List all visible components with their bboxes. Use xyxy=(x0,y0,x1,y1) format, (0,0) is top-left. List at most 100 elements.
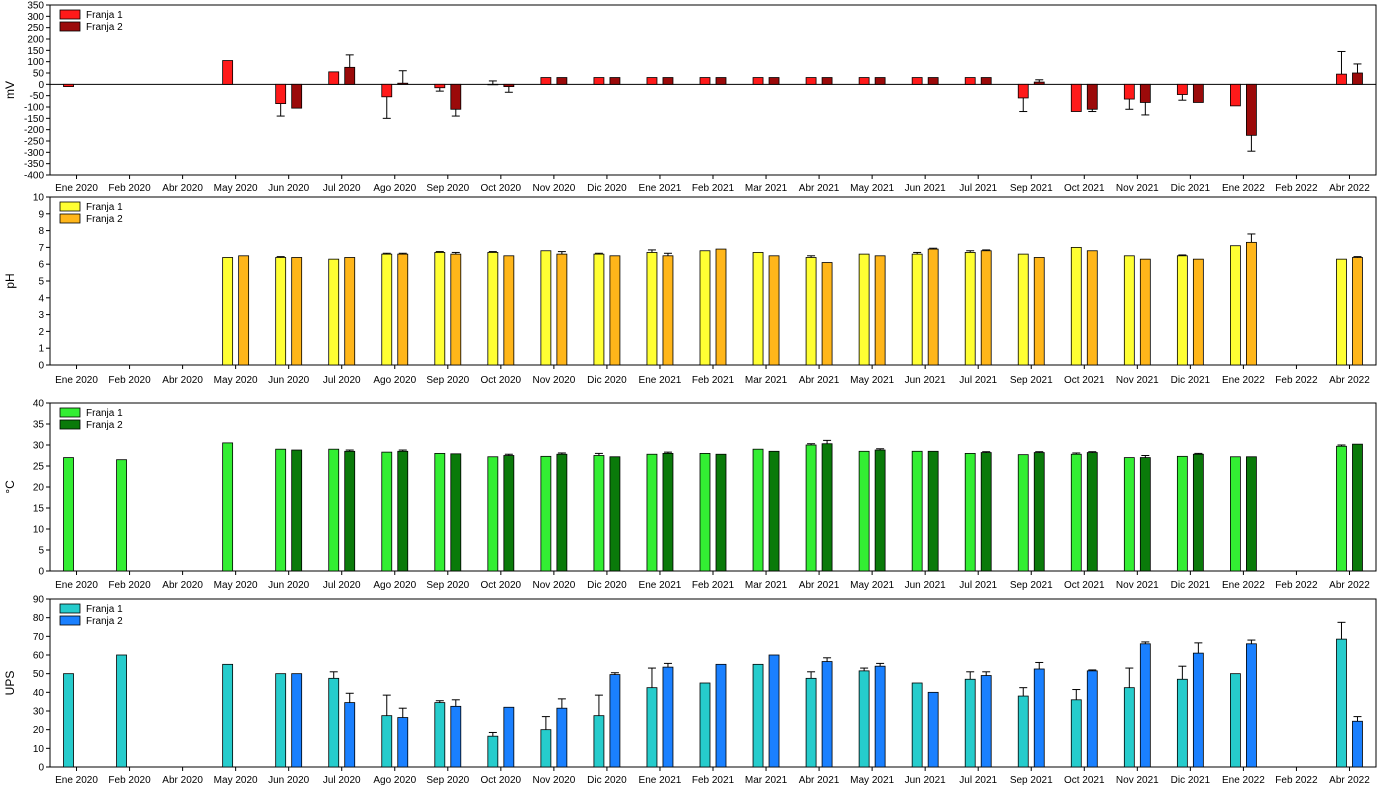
x-tick-label: Jun 2021 xyxy=(905,183,947,194)
x-tick-label: Abr 2022 xyxy=(1329,375,1370,386)
y-tick-label: 0 xyxy=(38,763,44,774)
legend-label: Franja 2 xyxy=(86,616,123,627)
y-tick-label: 3 xyxy=(38,310,44,321)
x-tick-label: Sep 2021 xyxy=(1010,580,1053,591)
x-tick-label: May 2020 xyxy=(214,375,258,386)
x-tick-label: Sep 2020 xyxy=(426,580,469,591)
x-tick-label: Feb 2022 xyxy=(1275,183,1318,194)
bar xyxy=(822,263,832,365)
bar xyxy=(716,664,726,767)
y-tick-label: 40 xyxy=(33,688,45,699)
bar xyxy=(435,703,445,767)
x-tick-label: Feb 2022 xyxy=(1275,375,1318,386)
y-tick-label: 350 xyxy=(27,1,44,12)
bar xyxy=(806,78,816,85)
bar xyxy=(1193,259,1203,365)
bar xyxy=(912,254,922,365)
x-tick-label: Oct 2020 xyxy=(481,580,522,591)
bar xyxy=(1230,84,1240,106)
x-tick-label: Oct 2021 xyxy=(1064,375,1105,386)
x-tick-label: Ene 2021 xyxy=(639,775,682,786)
bar xyxy=(1034,669,1044,767)
bar xyxy=(276,84,286,103)
bar xyxy=(1246,84,1256,135)
bar xyxy=(1230,457,1240,571)
y-tick-label: 1 xyxy=(38,344,44,355)
y-axis-label: °C xyxy=(3,480,17,494)
bar xyxy=(1018,696,1028,767)
bar xyxy=(1246,644,1256,767)
y-tick-label: 9 xyxy=(38,209,44,220)
x-tick-label: May 2021 xyxy=(850,775,894,786)
bar xyxy=(1246,457,1256,571)
bar xyxy=(1352,721,1362,767)
y-axis-label: pH xyxy=(3,273,17,288)
bar xyxy=(1352,444,1362,571)
bar xyxy=(700,78,710,85)
x-tick-label: Dic 2020 xyxy=(587,375,627,386)
bar xyxy=(488,736,498,767)
bar xyxy=(647,688,657,767)
bar xyxy=(1177,679,1187,767)
y-tick-label: 250 xyxy=(27,23,44,34)
bar xyxy=(1087,453,1097,571)
bar xyxy=(541,730,551,767)
x-tick-label: Abr 2021 xyxy=(799,375,840,386)
bar xyxy=(1087,251,1097,365)
bar xyxy=(1193,653,1203,767)
bar xyxy=(292,450,302,571)
bar xyxy=(398,718,408,767)
x-tick-label: Jun 2021 xyxy=(905,580,947,591)
bar xyxy=(451,254,461,365)
bar xyxy=(859,451,869,571)
bar xyxy=(806,678,816,767)
x-tick-label: Feb 2020 xyxy=(108,183,151,194)
x-tick-label: Sep 2021 xyxy=(1010,775,1053,786)
series-franja-1 xyxy=(64,51,1347,118)
series-franja-1 xyxy=(64,622,1347,767)
x-tick-label: Oct 2020 xyxy=(481,183,522,194)
bar xyxy=(769,78,779,85)
x-tick-label: Abr 2022 xyxy=(1329,183,1370,194)
series-franja-2 xyxy=(239,234,1363,365)
bar xyxy=(1071,454,1081,571)
x-tick-label: Nov 2020 xyxy=(532,375,575,386)
x-tick-label: May 2021 xyxy=(850,375,894,386)
bar xyxy=(806,257,816,365)
x-tick-label: Jun 2020 xyxy=(268,375,310,386)
bar xyxy=(1246,242,1256,365)
bar xyxy=(981,251,991,365)
x-tick-label: Dic 2020 xyxy=(587,580,627,591)
y-tick-label: 6 xyxy=(38,260,44,271)
bar xyxy=(594,78,604,85)
bar xyxy=(382,84,392,96)
bar xyxy=(345,703,355,767)
y-tick-label: -150 xyxy=(24,114,44,125)
y-tick-label: 10 xyxy=(33,525,45,536)
x-tick-label: Jul 2021 xyxy=(959,580,997,591)
bar xyxy=(594,254,604,365)
y-tick-label: 150 xyxy=(27,46,44,57)
bar xyxy=(435,453,445,571)
x-tick-label: Abr 2022 xyxy=(1329,580,1370,591)
series-franja-1 xyxy=(64,443,1347,571)
y-tick-label: 5 xyxy=(38,277,44,288)
bar xyxy=(753,664,763,767)
y-tick-label: 90 xyxy=(33,595,45,606)
bar xyxy=(541,251,551,365)
bar xyxy=(610,78,620,85)
x-tick-label: Oct 2021 xyxy=(1064,183,1105,194)
legend-swatch xyxy=(60,214,80,223)
legend-swatch xyxy=(60,604,80,613)
x-tick-label: Sep 2021 xyxy=(1010,375,1053,386)
y-tick-label: 15 xyxy=(33,504,45,515)
bar xyxy=(912,78,922,85)
bar xyxy=(875,78,885,85)
x-tick-label: Jun 2020 xyxy=(268,580,310,591)
bar xyxy=(504,84,514,86)
bar xyxy=(64,674,74,767)
bar xyxy=(928,451,938,571)
bar xyxy=(981,676,991,767)
x-tick-label: Dic 2021 xyxy=(1171,183,1211,194)
